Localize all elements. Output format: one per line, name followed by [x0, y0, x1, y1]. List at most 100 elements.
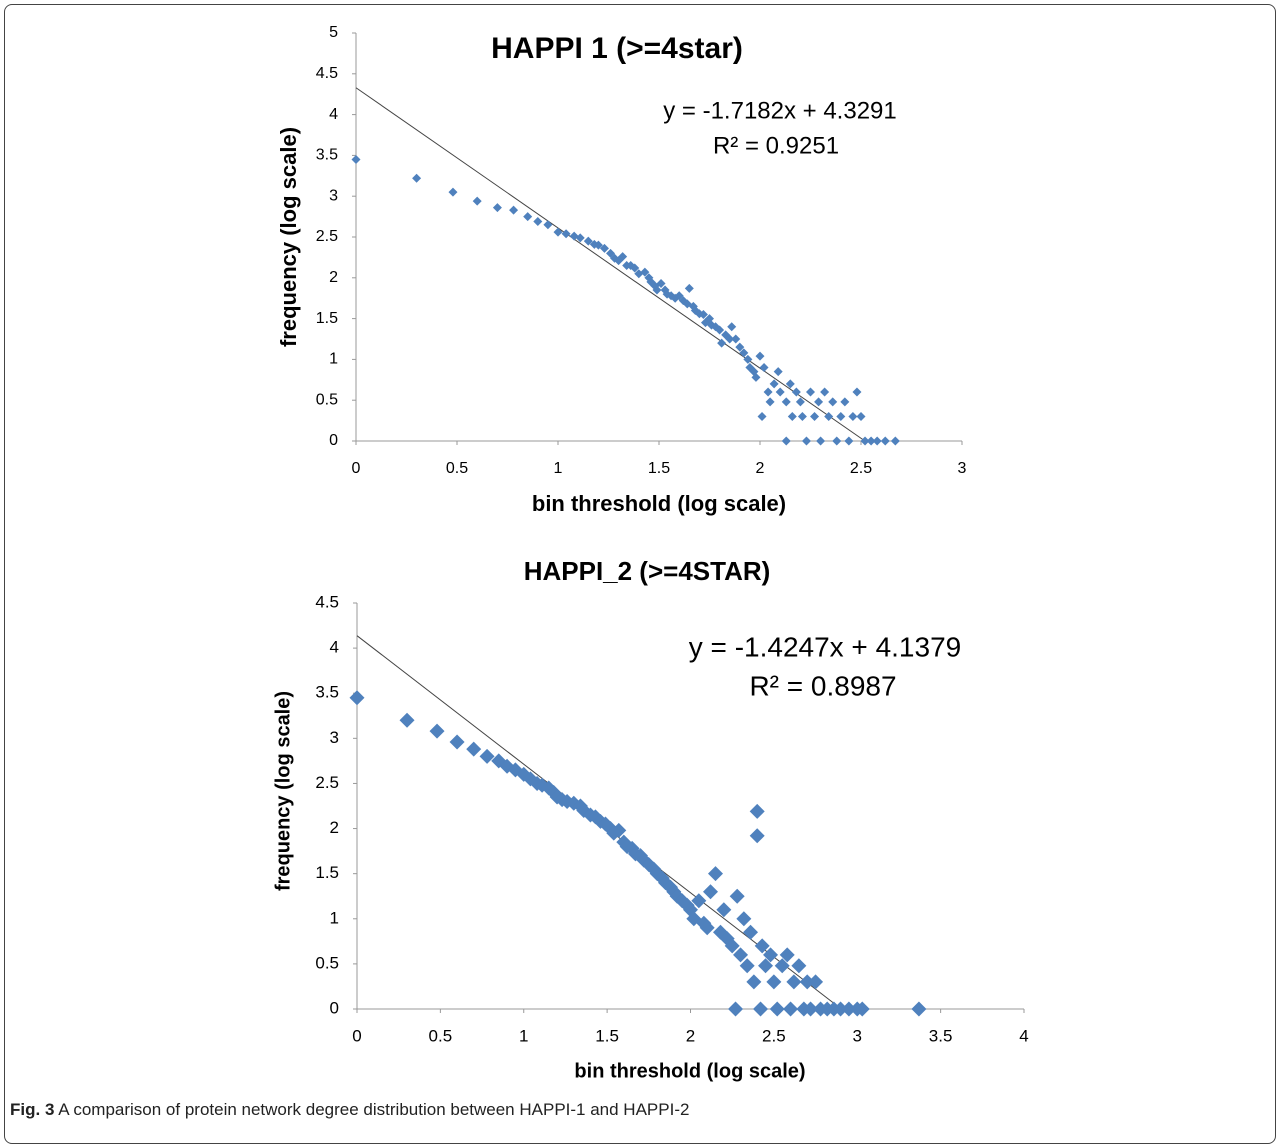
x-tick-label: 1.5 [595, 1026, 619, 1045]
y-tick-label: 3 [330, 728, 339, 747]
scatter-point [479, 748, 495, 764]
scatter-point [810, 412, 820, 422]
scatter-point [543, 220, 553, 230]
scatter-point [824, 412, 834, 422]
scatter-point [698, 310, 708, 320]
scatter-point [828, 397, 838, 407]
scatter-point [599, 243, 609, 253]
scatter-point [785, 379, 795, 389]
y-tick-label: 2.5 [315, 773, 339, 792]
scatter-point [727, 322, 737, 332]
scatter-point [753, 1001, 769, 1017]
scatter-point [472, 196, 482, 206]
scatter-point [836, 412, 846, 422]
x-tick-label: 0 [352, 1026, 361, 1045]
scatter-point [749, 803, 765, 819]
y-tick-label: 3 [329, 187, 338, 204]
scatter-point [791, 387, 801, 397]
x-tick-label: 1 [554, 460, 563, 477]
x-tick-label: 1.5 [648, 460, 670, 477]
scatter-point [640, 267, 650, 277]
scatter-point [725, 334, 735, 344]
scatter-point [866, 436, 876, 446]
equation-annotation: R² = 0.9251 [713, 132, 839, 159]
scatter-point [656, 279, 666, 289]
scatter-point [765, 397, 775, 407]
y-tick-label: 3.5 [315, 683, 339, 702]
scatter-point [739, 348, 749, 358]
scatter-point [841, 1001, 857, 1017]
chart-title: HAPPI 1 (>=4star) [491, 32, 743, 65]
scatter-point [872, 436, 882, 446]
y-tick-label: 2 [329, 269, 338, 286]
scatter-point [797, 412, 807, 422]
scatter-point [801, 436, 811, 446]
scatter-point [593, 240, 603, 250]
x-axis-label: bin threshold (log scale) [532, 491, 786, 516]
scatter-point [739, 958, 755, 974]
scatter-point [703, 884, 719, 900]
scatter-point [429, 723, 445, 739]
scatter-point [717, 338, 727, 348]
scatter-point [769, 379, 779, 389]
scatter-point [699, 920, 715, 936]
scatter-point [724, 938, 740, 954]
x-tick-label: 0 [352, 460, 361, 477]
scatter-point [691, 893, 707, 909]
caption-label: Fig. 3 [10, 1100, 55, 1119]
scatter-point [746, 974, 762, 990]
chart-title: HAPPI_2 (>=4STAR) [524, 556, 771, 586]
scatter-point [708, 866, 724, 882]
caption-text: A comparison of protein network degree d… [58, 1100, 690, 1119]
y-tick-label: 4.5 [315, 592, 339, 611]
equation-annotation: R² = 0.8987 [749, 670, 896, 701]
scatter-point [803, 1001, 819, 1017]
scatter-point [575, 233, 585, 243]
scatter-point [412, 173, 422, 183]
scatter-point [755, 351, 765, 361]
scatter-point [466, 741, 482, 757]
scatter-point [758, 958, 774, 974]
scatter-point [749, 828, 765, 844]
y-tick-label: 1 [330, 908, 339, 927]
scatter-point [736, 911, 752, 927]
x-tick-label: 0.5 [429, 1026, 453, 1045]
scatter-point [808, 974, 824, 990]
y-tick-label: 1 [329, 351, 338, 368]
scatter-point [799, 974, 815, 990]
scatter-point [856, 412, 866, 422]
scatter-point [814, 397, 824, 407]
scatter-point [787, 412, 797, 422]
scatter-point [844, 436, 854, 446]
scatter-point [854, 1001, 870, 1017]
scatter-point [766, 974, 782, 990]
x-tick-label: 2.5 [762, 1026, 786, 1045]
trendline [355, 87, 866, 442]
scatter-point [735, 342, 745, 352]
scatter-point [399, 712, 415, 728]
scatter-point [763, 387, 773, 397]
scatter-point [890, 436, 900, 446]
y-tick-label: 0.5 [316, 391, 338, 408]
scatter-point [553, 227, 563, 237]
y-tick-label: 0 [329, 432, 338, 449]
y-tick-label: 1.5 [315, 863, 339, 882]
x-axis-label: bin threshold (log scale) [574, 1060, 805, 1082]
scatter-point [715, 325, 725, 335]
y-axis-label: frequency (log scale) [276, 127, 301, 347]
scatter-point [757, 412, 767, 422]
scatter-point [684, 283, 694, 293]
scatter-point [509, 205, 519, 215]
scatter-point [728, 1001, 744, 1017]
scatter-point [769, 1001, 785, 1017]
scatter-point [848, 412, 858, 422]
y-tick-label: 4.5 [316, 65, 338, 82]
x-tick-label: 3 [853, 1026, 862, 1045]
scatter-point [731, 334, 741, 344]
scatter-point [833, 1001, 849, 1017]
scatter-point [786, 974, 802, 990]
scatter-point [763, 947, 779, 963]
y-tick-label: 2 [330, 818, 339, 837]
